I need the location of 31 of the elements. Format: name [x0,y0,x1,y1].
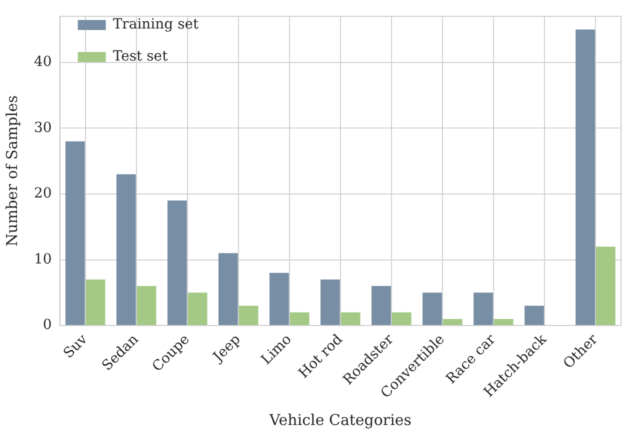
bar [136,286,156,326]
y-tick-label: 10 [34,251,52,268]
bar [372,286,391,326]
bar [116,174,136,326]
legend-label: Test set [112,48,168,65]
y-tick-label: 0 [42,317,52,334]
y-tick-label: 20 [34,186,52,202]
bar [167,200,187,326]
x-tick-label: Suv [60,331,91,362]
bar [474,292,493,326]
bar [290,312,310,326]
x-axis-title: Vehicle Categories [268,410,412,429]
bar [576,30,595,326]
bar [86,279,106,326]
legend-label: Training set [112,16,200,33]
y-axis-title: Number of Samples [2,95,21,247]
bar [442,318,462,326]
bar [340,312,360,326]
bar [218,253,238,326]
bar [65,141,85,326]
y-tick-label: 40 [34,54,52,70]
bar [392,312,412,326]
bar [238,306,258,326]
bar [188,292,208,326]
bar [422,292,442,326]
bar [494,318,514,326]
y-tick-label: 30 [34,120,52,136]
bar [320,279,340,326]
bar [596,246,616,326]
bar [524,306,544,326]
bar [269,272,289,326]
